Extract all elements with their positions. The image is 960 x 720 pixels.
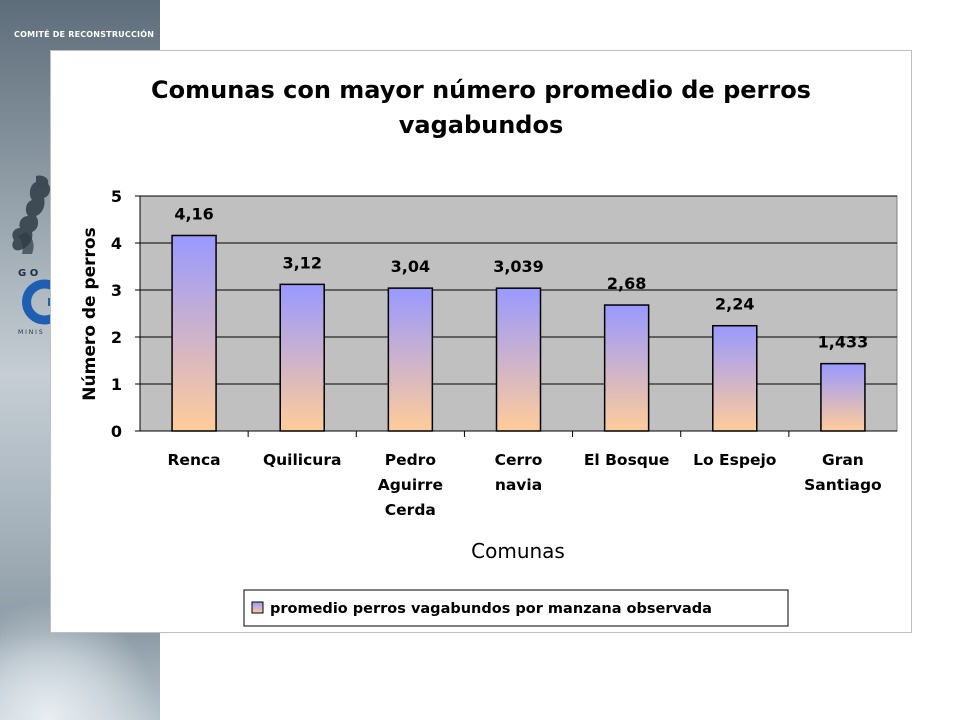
y-tick-label: 2 [111, 328, 122, 347]
data-label: 4,16 [174, 204, 213, 223]
legend-swatch [251, 601, 264, 614]
y-tick-label: 3 [111, 281, 122, 300]
chart-title-line-1: Comunas con mayor número promedio de per… [151, 76, 811, 104]
legend-label: promedio perros vagabundos por manzana o… [270, 601, 712, 617]
coat-of-arms-icon [12, 175, 51, 254]
x-axis-label: Comunas [471, 539, 565, 563]
bar [712, 324, 758, 432]
bar [279, 283, 325, 432]
data-label: 3,04 [391, 257, 430, 276]
y-tick-label: 0 [111, 422, 122, 441]
y-tick-label: 4 [111, 234, 122, 253]
x-tick-label: Aguirre [378, 476, 443, 494]
data-labels: 4,16 3,12 3,04 3,039 2,68 2,24 1,433 [174, 204, 868, 351]
bar [171, 234, 217, 432]
header-label: COMITÉ DE RECONSTRUCCIÓN [14, 30, 155, 39]
x-tick-label: El Bosque [584, 451, 670, 469]
x-tick-label: Santiago [804, 476, 882, 494]
chart-title-line-2: vagabundos [399, 111, 564, 139]
logo-letters-bottom: M I N I S [18, 329, 43, 336]
legend-box [243, 589, 789, 627]
x-tick-label: Cerro [495, 451, 543, 469]
data-label: 3,12 [282, 253, 321, 272]
x-tick-label: Lo Espejo [693, 451, 776, 469]
data-label: 2,68 [607, 274, 646, 293]
data-label: 3,039 [493, 257, 544, 276]
x-axis-ticks: Renca Quilicura Pedro Aguirre Cerda Cerro navi… [168, 431, 882, 519]
x-tick-label: Quilicura [263, 451, 341, 469]
bar [387, 287, 434, 432]
data-label: 2,24 [715, 295, 754, 314]
x-tick-label: navia [495, 476, 542, 494]
x-tick-label: Renca [168, 451, 221, 469]
bar [603, 304, 650, 432]
y-axis-label: Número de perros [80, 227, 100, 400]
y-tick-label: 5 [111, 187, 122, 206]
bars [171, 234, 866, 432]
data-label: 1,433 [818, 333, 869, 352]
x-tick-label: Cerda [385, 501, 436, 519]
bar [495, 287, 542, 432]
x-tick-label: Pedro [385, 451, 436, 469]
logo-letters-top: G O [18, 268, 38, 279]
x-tick-label: Gran [822, 451, 864, 469]
y-axis-ticks: 0 1 2 3 4 5 [111, 187, 140, 441]
legend: promedio perros vagabundos por manzana o… [243, 589, 789, 627]
bar [820, 362, 866, 432]
y-tick-label: 1 [111, 375, 122, 394]
